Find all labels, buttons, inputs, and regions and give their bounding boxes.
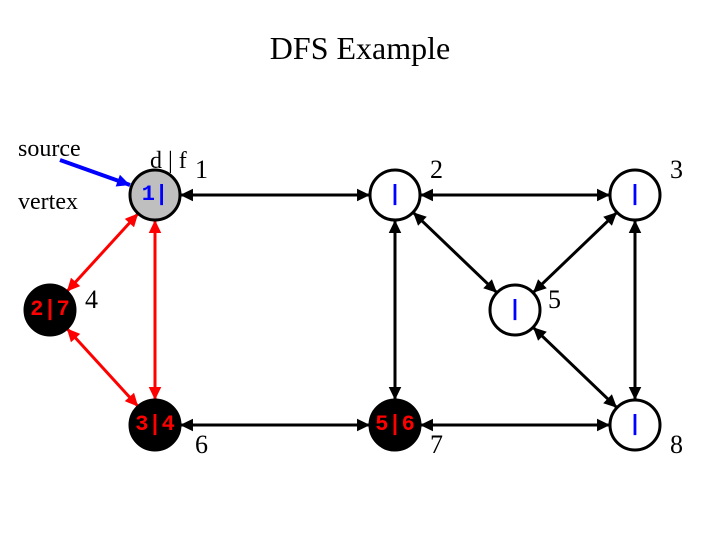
arrowhead (597, 419, 610, 432)
arrowhead (180, 189, 193, 202)
edge (413, 212, 497, 292)
edge (67, 328, 138, 406)
node-time-label: | (610, 412, 660, 437)
arrowhead (597, 189, 610, 202)
node-index-label: 3 (670, 155, 683, 185)
arrowhead (357, 419, 370, 432)
arrowhead (420, 189, 433, 202)
arrowhead (389, 387, 402, 400)
node-time-label: | (490, 297, 540, 322)
arrowhead (357, 189, 370, 202)
arrowhead (629, 220, 642, 233)
node-time-label: 1| (130, 182, 180, 207)
node-index-label: 7 (430, 430, 443, 460)
source-pointer-layer (60, 160, 130, 187)
edge (533, 327, 617, 407)
node-time-label: | (610, 182, 660, 207)
arrowhead (149, 387, 162, 400)
node-index-label: 8 (670, 430, 683, 460)
node-index-label: 5 (548, 285, 561, 315)
node-index-label: 6 (195, 430, 208, 460)
edge (67, 213, 138, 291)
arrowhead (389, 220, 402, 233)
node-time-label: 3|4 (130, 412, 180, 437)
arrowhead (180, 419, 193, 432)
node-time-label: 2|7 (25, 297, 75, 322)
node-time-label: 5|6 (370, 412, 420, 437)
node-time-label: | (370, 182, 420, 207)
dfs-graph (0, 0, 720, 540)
arrowhead (629, 387, 642, 400)
nodes-layer (25, 170, 660, 450)
edge (533, 212, 617, 292)
node-index-label: 4 (85, 285, 98, 315)
node-index-label: 2 (430, 155, 443, 185)
node-index-label: 1 (195, 155, 208, 185)
arrowhead (149, 220, 162, 233)
arrowhead (116, 175, 130, 187)
